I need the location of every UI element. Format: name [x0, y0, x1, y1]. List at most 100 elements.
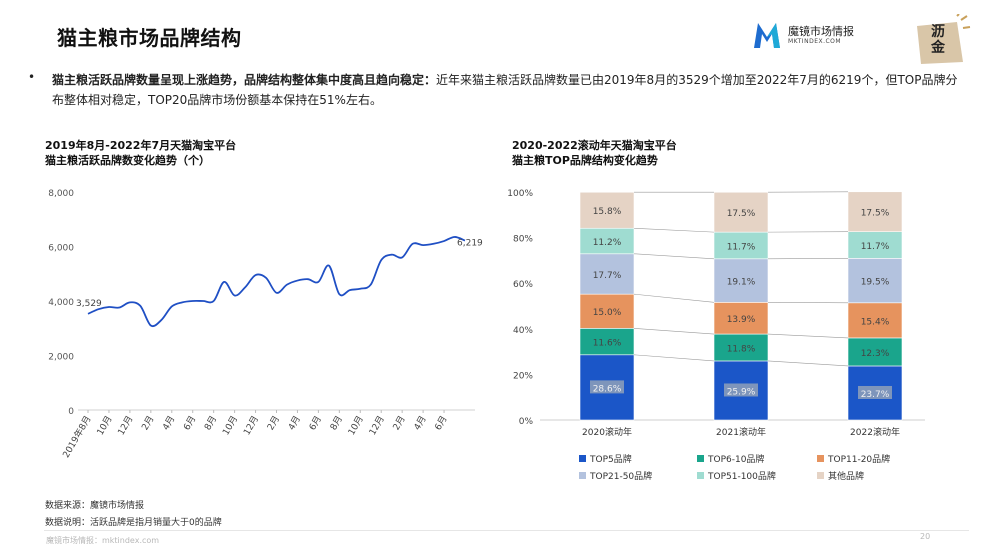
m-logo-icon [754, 23, 780, 48]
data-label: 15.4% [861, 317, 890, 327]
footer-divider [44, 530, 969, 531]
legend-label: TOP5品牌 [589, 453, 632, 465]
connector-line [767, 333, 849, 339]
x-tick-label: 12月 [116, 414, 136, 437]
line-chart-title: 2019年8月-2022年7月天猫淘宝平台 猫主粮活跃品牌数变化趋势（个） [45, 138, 236, 168]
x-tick-label: 10月 [95, 414, 115, 437]
bar-chart-title-line1: 2020-2022滚动年天猫淘宝平台 [512, 139, 677, 152]
x-tick-label: 4月 [412, 414, 429, 432]
x-category-label: 2020滚动年 [582, 426, 632, 438]
connector-line [633, 328, 715, 335]
stacked-bar-chart: 0% 20% 40% 60% 80% 100% 28.6% 11.6% 15.0% 17.7% 11… [507, 189, 925, 482]
legend-label: 其他品牌 [828, 470, 864, 482]
bullet-icon: • [28, 70, 36, 84]
data-label: 11.7% [727, 242, 756, 252]
series-line [87, 236, 466, 328]
badge-line1: 沥 [931, 24, 945, 40]
x-tick-label: 8月 [202, 414, 219, 432]
connector-line [633, 227, 715, 233]
legend-swatch [817, 472, 824, 479]
data-note: 数据说明：活跃品牌是指月销量大于0的品牌 [45, 518, 222, 528]
data-label: 23.7% [861, 390, 890, 400]
data-source: 数据来源：魔镜市场情报 [45, 501, 145, 511]
y-tick-label: 0% [519, 417, 534, 427]
data-label: 12.3% [861, 349, 890, 359]
y-tick-label: 40% [513, 326, 533, 336]
bar-segment [579, 191, 635, 229]
data-label: 11.8% [727, 344, 756, 354]
data-label: 19.1% [727, 278, 756, 288]
x-tick-label: 2月 [265, 414, 282, 432]
data-label-bg [724, 383, 758, 397]
line-chart-title-line1: 2019年8月-2022年7月天猫淘宝平台 [45, 139, 237, 152]
bar-segment [713, 191, 769, 233]
data-label: 17.5% [861, 209, 890, 219]
badge-shape-icon [917, 14, 971, 64]
summary-paragraph: 猫主粮活跃品牌数量呈现上涨趋势，品牌结构整体集中度高且趋向稳定：近年来猫主粮活跃… [52, 70, 962, 110]
bar-segment [579, 227, 635, 255]
data-label: 17.5% [727, 209, 756, 219]
bar-segment [579, 253, 635, 295]
y-tick-label: 80% [513, 235, 533, 245]
legend-swatch [697, 472, 704, 479]
legend-swatch [579, 455, 586, 462]
line-chart-title-line2: 猫主粮活跃品牌数变化趋势（个） [45, 154, 210, 167]
bar-segment [847, 337, 903, 367]
connector-line [633, 293, 715, 303]
y-tick-label: 0 [68, 407, 74, 417]
x-category-label: 2022滚动年 [850, 426, 900, 438]
summary-bold: 猫主粮活跃品牌数量呈现上涨趋势，品牌结构整体集中度高且趋向稳定： [52, 73, 437, 87]
y-tick-label: 6,000 [48, 244, 74, 254]
x-tick-label: 2月 [140, 414, 157, 432]
badge-text: 沥 金 [913, 24, 963, 56]
bar-segment [713, 333, 769, 362]
legend-label: TOP11-20品牌 [827, 453, 890, 465]
bar-segment [713, 231, 769, 260]
y-tick-label: 2,000 [48, 353, 74, 363]
brand-logo: 魔镜市场情报 MKTINDEX.COM [752, 20, 872, 50]
bar-segment [847, 302, 903, 339]
y-tick-label: 100% [507, 189, 533, 199]
bar-segment [847, 231, 903, 259]
bar-chart-title: 2020-2022滚动年天猫淘宝平台 猫主粮TOP品牌结构变化趋势 [512, 138, 677, 168]
legend-swatch [817, 455, 824, 462]
badge-line2: 金 [931, 40, 945, 56]
x-tick-label: 10月 [220, 414, 240, 437]
x-tick-label: 6月 [307, 414, 324, 432]
connector-line [633, 354, 715, 362]
data-label: 11.2% [593, 238, 622, 248]
start-data-label: 3,529 [76, 299, 102, 309]
data-label: 15.8% [593, 207, 622, 217]
data-label-bg [858, 385, 892, 399]
data-label: 13.9% [727, 315, 756, 325]
page-title: 猫主粮市场品牌结构 [57, 26, 242, 50]
x-tick-label: 2月 [391, 414, 408, 432]
x-tick-label: 4月 [160, 414, 177, 432]
summary-text: 近年来猫主粮活跃品牌数量已由2019年8月的3529个增加至2022年7月的62… [52, 73, 958, 107]
logo-subtitle: MKTINDEX.COM [788, 38, 842, 45]
bar-chart-title-line2: 猫主粮TOP品牌结构变化趋势 [512, 154, 658, 167]
legend-label: TOP51-100品牌 [707, 470, 776, 482]
x-tick-label: 6月 [181, 414, 198, 432]
x-tick-label: 6月 [433, 414, 450, 432]
bar-segment [713, 258, 769, 303]
legend-label: TOP21-50品牌 [589, 470, 652, 482]
x-tick-label: 8月 [328, 414, 345, 432]
y-tick-label: 60% [513, 280, 533, 290]
data-label: 11.7% [861, 242, 890, 252]
x-tick-label: 10月 [346, 414, 366, 437]
logo-name: 魔镜市场情报 [788, 25, 854, 38]
connector-line [767, 360, 849, 367]
x-tick-label: 12月 [241, 414, 261, 437]
legend-swatch [579, 472, 586, 479]
data-label: 11.6% [593, 339, 622, 349]
footer-text: 魔镜市场情报：mktindex.com [46, 536, 160, 545]
y-tick-label: 4,000 [48, 298, 74, 308]
badge: 沥 金 [913, 14, 971, 68]
legend-label: TOP6-10品牌 [707, 453, 764, 465]
bar-segment [579, 293, 635, 329]
bar-segment [847, 258, 903, 304]
y-tick-label: 20% [513, 371, 533, 381]
data-label-bg [590, 380, 624, 394]
